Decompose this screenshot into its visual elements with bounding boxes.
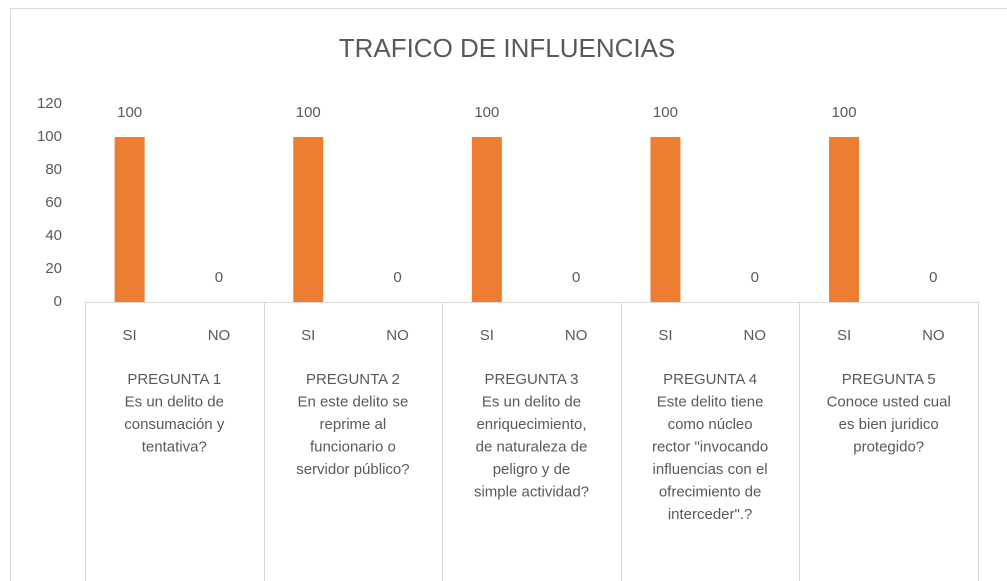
y-tick-label: 20: [45, 260, 62, 277]
data-label: 100: [117, 104, 142, 121]
data-label: 0: [215, 269, 223, 286]
group-label: En este delito se: [297, 393, 408, 410]
group-label: PREGUNTA 2: [306, 371, 400, 388]
y-tick-label: 0: [54, 293, 62, 310]
bar: [293, 137, 324, 302]
y-tick-label: 120: [37, 95, 62, 112]
x-tick-label: SI: [480, 327, 494, 344]
bar: [650, 137, 681, 302]
group-label: tentativa?: [142, 438, 207, 455]
group-label: funcionario o: [310, 438, 396, 455]
group-label: enriquecimiento,: [476, 416, 586, 433]
group-label: PREGUNTA 3: [485, 371, 579, 388]
x-tick-label: SI: [123, 327, 137, 344]
group-label: Conoce usted cual: [827, 393, 951, 410]
x-tick-label: SI: [301, 327, 315, 344]
group-label: PREGUNTA 1: [127, 371, 221, 388]
data-label: 100: [832, 104, 857, 121]
y-tick-label: 80: [45, 161, 62, 178]
y-tick-label: 40: [45, 227, 62, 244]
group-label: Este delito tiene: [657, 393, 764, 410]
group-label: de naturaleza de: [476, 438, 588, 455]
group-label: consumación y: [124, 416, 225, 433]
group-label: simple actividad?: [474, 483, 589, 500]
group-label: interceder".?: [668, 506, 753, 523]
group-label: Es un delito de: [482, 393, 581, 410]
data-label: 0: [751, 269, 759, 286]
group-label: Es un delito de: [125, 393, 224, 410]
x-tick-label: NO: [922, 327, 945, 344]
group-label: PREGUNTA 4: [663, 371, 757, 388]
group-label: ofrecimiento de: [659, 483, 762, 500]
group-label: rector "invocando: [652, 438, 768, 455]
group-label: PREGUNTA 5: [842, 371, 936, 388]
x-tick-label: NO: [565, 327, 588, 344]
bar: [114, 137, 145, 302]
data-label: 0: [393, 269, 401, 286]
data-label: 0: [572, 269, 580, 286]
x-tick-label: SI: [837, 327, 851, 344]
group-label: influencias con el: [653, 461, 768, 478]
data-label: 100: [296, 104, 321, 121]
group-label: como núcleo: [668, 416, 753, 433]
group-label: reprime al: [320, 416, 387, 433]
x-tick-label: SI: [658, 327, 672, 344]
group-label: servidor público?: [296, 461, 409, 478]
x-tick-label: NO: [744, 327, 767, 344]
y-tick-label: 60: [45, 194, 62, 211]
bar: [471, 137, 502, 302]
x-tick-label: NO: [386, 327, 409, 344]
data-label: 100: [653, 104, 678, 121]
bar: [829, 137, 860, 302]
x-tick-label: NO: [208, 327, 231, 344]
group-label: peligro y de: [493, 461, 571, 478]
group-label: es bien juridico: [839, 416, 939, 433]
y-tick-label: 100: [37, 128, 62, 145]
chart-title: TRAFICO DE INFLUENCIAS: [339, 33, 676, 63]
group-label: protegido?: [853, 438, 924, 455]
data-label: 100: [474, 104, 499, 121]
data-label: 0: [929, 269, 937, 286]
